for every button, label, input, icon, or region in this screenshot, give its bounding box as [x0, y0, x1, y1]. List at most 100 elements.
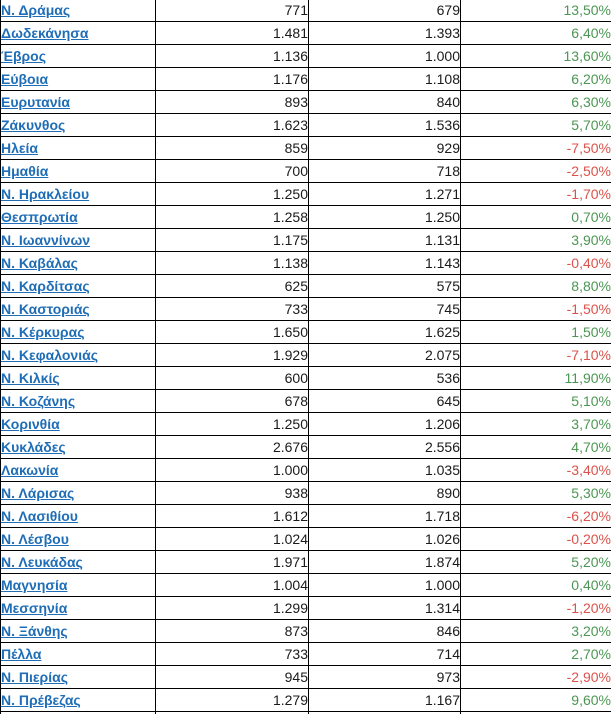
change-percent-cell: 11,90% — [460, 366, 611, 390]
value-previous-cell: 929 — [308, 136, 461, 160]
region-link[interactable]: Ν. Καστοριάς — [1, 301, 90, 317]
value-previous-cell: 745 — [308, 297, 461, 321]
region-link[interactable]: Ν. Λευκάδας — [1, 554, 83, 570]
region-link[interactable]: Ζάκυνθος — [1, 117, 66, 133]
value-current-cell: 945 — [155, 665, 309, 689]
value-current-cell: 1.136 — [155, 44, 309, 68]
change-percent-cell: 3,70% — [460, 412, 611, 436]
change-percent-cell: 1,50% — [460, 320, 611, 344]
value-current-cell: 1.250 — [155, 182, 309, 206]
value-current-cell: 1.000 — [155, 458, 309, 482]
region-link[interactable]: Ν. Ξάνθης — [1, 623, 68, 639]
table-row: Ν. Λασιθίου 1.612 1.718 -6,20% — [0, 504, 611, 528]
region-link[interactable]: Ν. Πιερίας — [1, 669, 68, 685]
region-link[interactable]: Λακωνία — [1, 462, 59, 478]
change-percent-cell: 6,40% — [460, 21, 611, 45]
region-link[interactable]: Ν. Λασιθίου — [1, 508, 78, 524]
table-row: Εύβοια 1.176 1.108 6,20% — [0, 67, 611, 91]
value-previous-cell: 840 — [308, 90, 461, 114]
region-link[interactable]: Εύβοια — [1, 71, 49, 87]
region-link[interactable]: Κορινθία — [1, 416, 60, 432]
region-link[interactable]: Ημαθία — [1, 163, 49, 179]
table-row: Ν. Δράμας 771 679 13,50% — [0, 0, 611, 22]
table-row: Ν. Λάρισας 938 890 5,30% — [0, 481, 611, 505]
change-percent-cell: 8,80% — [460, 274, 611, 298]
value-current-cell: 1.299 — [155, 596, 309, 620]
value-current-cell: 1.250 — [155, 412, 309, 436]
table-row — [0, 711, 611, 714]
value-current-cell: 1.138 — [155, 251, 309, 275]
value-current-cell: 1.650 — [155, 320, 309, 344]
region-link[interactable]: Ευρυτανία — [1, 94, 71, 110]
region-link[interactable]: Ν. Λέσβου — [1, 531, 69, 547]
table-row: Θεσπρωτία 1.258 1.250 0,70% — [0, 205, 611, 229]
value-current-cell: 1.612 — [155, 504, 309, 528]
region-link[interactable]: Ηλεία — [1, 140, 39, 156]
value-previous-cell: 846 — [308, 619, 461, 643]
region-link[interactable]: Ν. Καρδίτσας — [1, 278, 90, 294]
table-row: Ηλεία 859 929 -7,50% — [0, 136, 611, 160]
region-link[interactable]: Ν. Ηρακλείου — [1, 186, 90, 202]
region-link[interactable]: Κυκλάδες — [1, 439, 66, 455]
region-name-cell: Ευρυτανία — [0, 90, 156, 114]
region-link[interactable]: Μεσσηνία — [1, 600, 68, 616]
region-name-cell: Μεσσηνία — [0, 596, 156, 620]
region-link[interactable]: Ν. Κεφαλονιάς — [1, 347, 99, 363]
change-percent-cell: 6,30% — [460, 90, 611, 114]
region-name-cell: Ν. Δράμας — [0, 0, 156, 22]
region-link[interactable]: Ν. Καβάλας — [1, 255, 78, 271]
region-name-cell: Λακωνία — [0, 458, 156, 482]
change-percent-cell: 3,20% — [460, 619, 611, 643]
table-row: Ν. Ιωαννίνων 1.175 1.131 3,90% — [0, 228, 611, 252]
value-previous-cell: 1.000 — [308, 573, 461, 597]
region-name-cell: Ν. Λέσβου — [0, 527, 156, 551]
value-previous-cell: 1.167 — [308, 688, 461, 712]
table-row: Ν. Καρδίτσας 625 575 8,80% — [0, 274, 611, 298]
region-name-cell: Ν. Πρέβεζας — [0, 688, 156, 712]
change-percent-cell: 3,90% — [460, 228, 611, 252]
region-name-cell: Ν. Καστοριάς — [0, 297, 156, 321]
value-current-cell: 733 — [155, 297, 309, 321]
region-link[interactable]: Ν. Ιωαννίνων — [1, 232, 91, 248]
value-current-cell: 600 — [155, 366, 309, 390]
region-link[interactable]: Πέλλα — [1, 646, 42, 662]
table-row: Ευρυτανία 893 840 6,30% — [0, 90, 611, 114]
change-percent-cell: 5,10% — [460, 389, 611, 413]
change-percent-cell: 5,30% — [460, 481, 611, 505]
value-previous-cell: 1.625 — [308, 320, 461, 344]
value-current-cell: 1.175 — [155, 228, 309, 252]
value-previous-cell: 714 — [308, 642, 461, 666]
value-previous-cell: 1.314 — [308, 596, 461, 620]
region-name-cell: Πέλλα — [0, 642, 156, 666]
change-percent-cell: -0,40% — [460, 251, 611, 275]
change-percent-cell: 13,60% — [460, 44, 611, 68]
value-current-cell: 1.176 — [155, 67, 309, 91]
region-link[interactable]: Έβρος — [1, 48, 46, 64]
region-link[interactable]: Θεσπρωτία — [1, 209, 78, 225]
region-link[interactable]: Ν. Κοζάνης — [1, 393, 76, 409]
value-previous-cell: 973 — [308, 665, 461, 689]
value-current-cell: 1.623 — [155, 113, 309, 137]
region-name-cell: Ν. Κοζάνης — [0, 389, 156, 413]
value-previous-cell: 1.271 — [308, 182, 461, 206]
region-link[interactable]: Δωδεκάνησα — [1, 25, 89, 41]
table-row: Ν. Κιλκίς 600 536 11,90% — [0, 366, 611, 390]
region-name-cell: Ν. Καβάλας — [0, 251, 156, 275]
region-name-cell: Θεσπρωτία — [0, 205, 156, 229]
region-link[interactable]: Ν. Δράμας — [1, 2, 71, 18]
value-previous-cell: 1.393 — [308, 21, 461, 45]
table-row: Κυκλάδες 2.676 2.556 4,70% — [0, 435, 611, 459]
table-row: Πέλλα 733 714 2,70% — [0, 642, 611, 666]
value-previous-cell: 536 — [308, 366, 461, 390]
region-link[interactable]: Ν. Κιλκίς — [1, 370, 60, 386]
region-link[interactable]: Μαγνησία — [1, 577, 68, 593]
region-link[interactable]: Ν. Πρέβεζας — [1, 692, 81, 708]
region-link[interactable]: Ν. Λάρισας — [1, 485, 75, 501]
region-link[interactable]: Ν. Κέρκυρας — [1, 324, 85, 340]
region-name-cell: Ν. Λάρισας — [0, 481, 156, 505]
region-name-cell: Κυκλάδες — [0, 435, 156, 459]
region-name-cell: Ν. Πιερίας — [0, 665, 156, 689]
change-percent-cell: 4,70% — [460, 435, 611, 459]
table-row: Μαγνησία 1.004 1.000 0,40% — [0, 573, 611, 597]
value-current-cell: 771 — [155, 0, 309, 22]
